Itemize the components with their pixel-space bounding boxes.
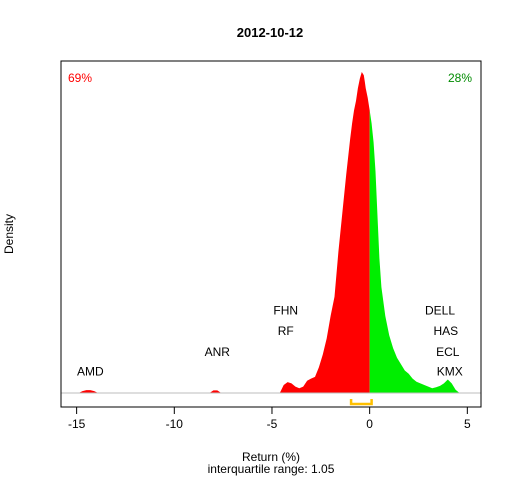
ticker-annotations: AMD ANR FHN RF DELL HAS ECL KMX xyxy=(77,303,463,378)
annotation-ecl: ECL xyxy=(436,345,460,359)
plot-frame xyxy=(60,60,482,408)
x-tick-label: -10 xyxy=(166,417,184,431)
x-tick-label: -15 xyxy=(68,417,86,431)
chart-title: 2012-10-12 xyxy=(237,25,304,40)
x-tick-label: 0 xyxy=(366,417,373,431)
interquartile-range-bracket xyxy=(349,399,373,406)
y-axis-label: Density xyxy=(2,214,16,254)
x-tick-label: -5 xyxy=(267,417,278,431)
annotation-has: HAS xyxy=(433,324,458,338)
annotation-rf: RF xyxy=(278,324,294,338)
x-axis-label: Return (%) xyxy=(242,450,300,464)
annotation-dell: DELL xyxy=(425,303,455,317)
negative-return-area xyxy=(78,72,370,393)
annotation-fhn: FHN xyxy=(273,303,298,317)
x-axis-subtitle: interquartile range: 1.05 xyxy=(208,462,335,476)
x-axis: -15 -10 -5 0 5 xyxy=(68,407,471,431)
x-tick-label: 5 xyxy=(464,417,471,431)
annotation-kmx: KMX xyxy=(437,364,463,378)
annotation-anr: ANR xyxy=(205,345,231,359)
positive-return-area xyxy=(369,110,460,393)
annotation-amd: AMD xyxy=(77,364,104,378)
density-areas xyxy=(61,72,481,406)
positive-share-label: 28% xyxy=(448,71,472,85)
negative-share-label: 69% xyxy=(68,71,92,85)
